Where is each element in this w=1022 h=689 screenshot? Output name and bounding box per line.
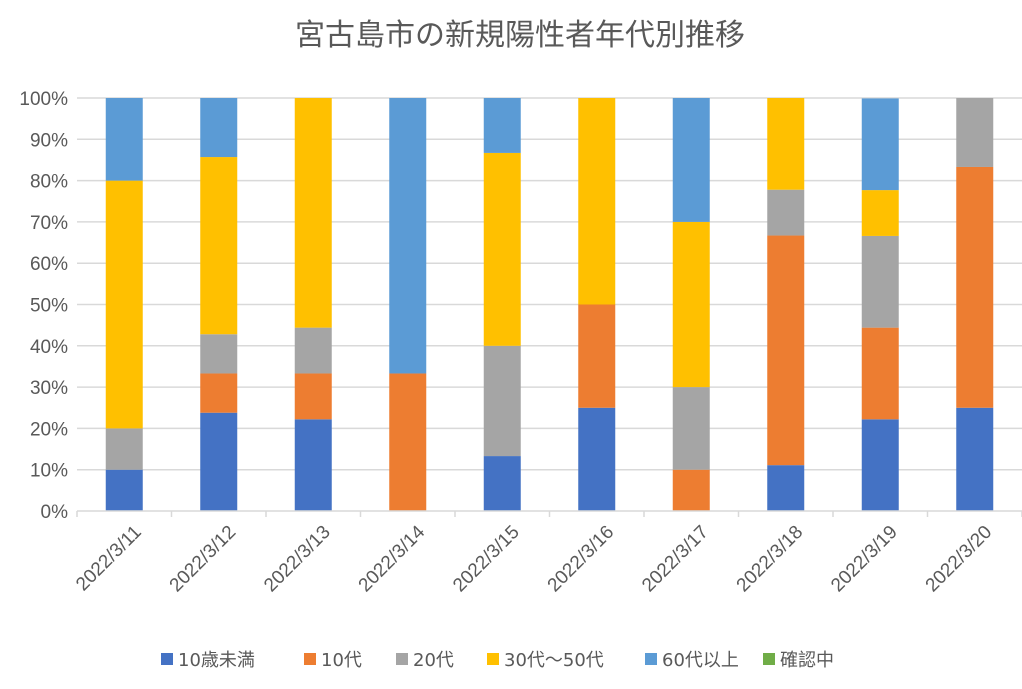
y-tick-label: 60% [30, 254, 68, 275]
y-tick-label: 50% [30, 296, 68, 317]
x-tick-label: 2022/3/13 [260, 522, 335, 597]
bar-segment [672, 221, 710, 388]
bar-segment [861, 327, 899, 420]
bar-segment [105, 469, 143, 511]
bar-segment [578, 98, 616, 305]
x-tick-label: 2022/3/15 [449, 522, 524, 597]
bar-segment [200, 98, 238, 158]
x-axis: 2022/3/11 2022/3/12 2022/3/13 2022/3/14 2022… [72, 510, 1022, 597]
y-tick-label: 0% [41, 502, 69, 523]
bar-segment [200, 373, 238, 413]
bar-segment [483, 98, 521, 153]
legend-swatch [304, 653, 316, 665]
bar-segment [578, 407, 616, 511]
y-tick-label: 20% [30, 419, 68, 440]
bar-segment [294, 98, 332, 328]
bar-segment [956, 98, 994, 167]
bar-segment [105, 180, 143, 429]
y-axis-ticks: 0% 10% 20% 30% 40% 50% 60% 70% 80% 90% 100% [19, 89, 68, 523]
bar-segment [294, 419, 332, 511]
x-tick-label: 2022/3/12 [166, 522, 241, 597]
legend: 10歳未満 10代 20代 30代～50代 60代以上 確認中 [161, 650, 834, 671]
bar-segment [861, 190, 899, 236]
bar-segment [200, 334, 238, 374]
bar-segment [861, 235, 899, 328]
bar-segment [861, 98, 899, 191]
legend-item: 確認中 [763, 650, 834, 671]
y-tick-label: 10% [30, 461, 68, 482]
bar-segment [767, 98, 805, 190]
bar-segment [294, 373, 332, 420]
legend-swatch [396, 653, 408, 665]
bar-segment [483, 152, 521, 346]
x-tick-label: 2022/3/16 [544, 522, 619, 597]
bar-segment [389, 373, 427, 511]
bars [105, 98, 994, 511]
y-tick-label: 90% [30, 130, 68, 151]
bar-segment [105, 428, 143, 470]
bar-segment [956, 166, 994, 408]
bar-segment [672, 98, 710, 222]
x-tick-label: 2022/3/11 [72, 522, 146, 596]
bar-segment [389, 98, 427, 374]
x-tick-label: 2022/3/17 [638, 522, 713, 597]
legend-item: 10代 [304, 650, 362, 671]
bar-segment [294, 327, 332, 374]
legend-item: 60代以上 [645, 650, 739, 671]
legend-swatch [161, 653, 173, 665]
legend-item: 30代～50代 [487, 650, 604, 671]
bar-segment [672, 387, 710, 470]
x-tick-label: 2022/3/18 [733, 522, 808, 597]
bar-segment [578, 304, 616, 408]
bar-segment [483, 345, 521, 457]
bar-segment [483, 456, 521, 511]
legend-label: 60代以上 [662, 650, 739, 671]
legend-label: 10歳未満 [178, 650, 255, 671]
bar-segment [200, 157, 238, 335]
legend-label: 30代～50代 [504, 650, 604, 671]
chart-title: 宮古島市の新規陽性者年代別推移 [295, 18, 745, 53]
y-tick-label: 30% [30, 378, 68, 399]
bar-segment [767, 465, 805, 511]
legend-label: 確認中 [780, 650, 834, 671]
y-tick-label: 40% [30, 337, 68, 358]
legend-item: 20代 [396, 650, 454, 671]
legend-swatch [487, 653, 499, 665]
x-tick-label: 2022/3/19 [827, 522, 902, 597]
y-tick-label: 100% [19, 89, 68, 110]
bar-segment [105, 98, 143, 181]
legend-swatch [763, 653, 775, 665]
bar-segment [672, 469, 710, 511]
y-tick-label: 70% [30, 213, 68, 234]
bar-segment [767, 235, 805, 466]
y-tick-label: 80% [30, 172, 68, 193]
legend-item: 10歳未満 [161, 650, 255, 671]
x-tick-label: 2022/3/14 [355, 521, 430, 596]
legend-label: 20代 [413, 650, 454, 671]
bar-segment [956, 407, 994, 511]
bar-segment [767, 189, 805, 236]
legend-label: 10代 [321, 650, 362, 671]
bar-segment [200, 412, 238, 511]
bar-segment [861, 419, 899, 511]
x-tick-label: 2022/3/20 [922, 522, 997, 597]
legend-swatch [645, 653, 657, 665]
